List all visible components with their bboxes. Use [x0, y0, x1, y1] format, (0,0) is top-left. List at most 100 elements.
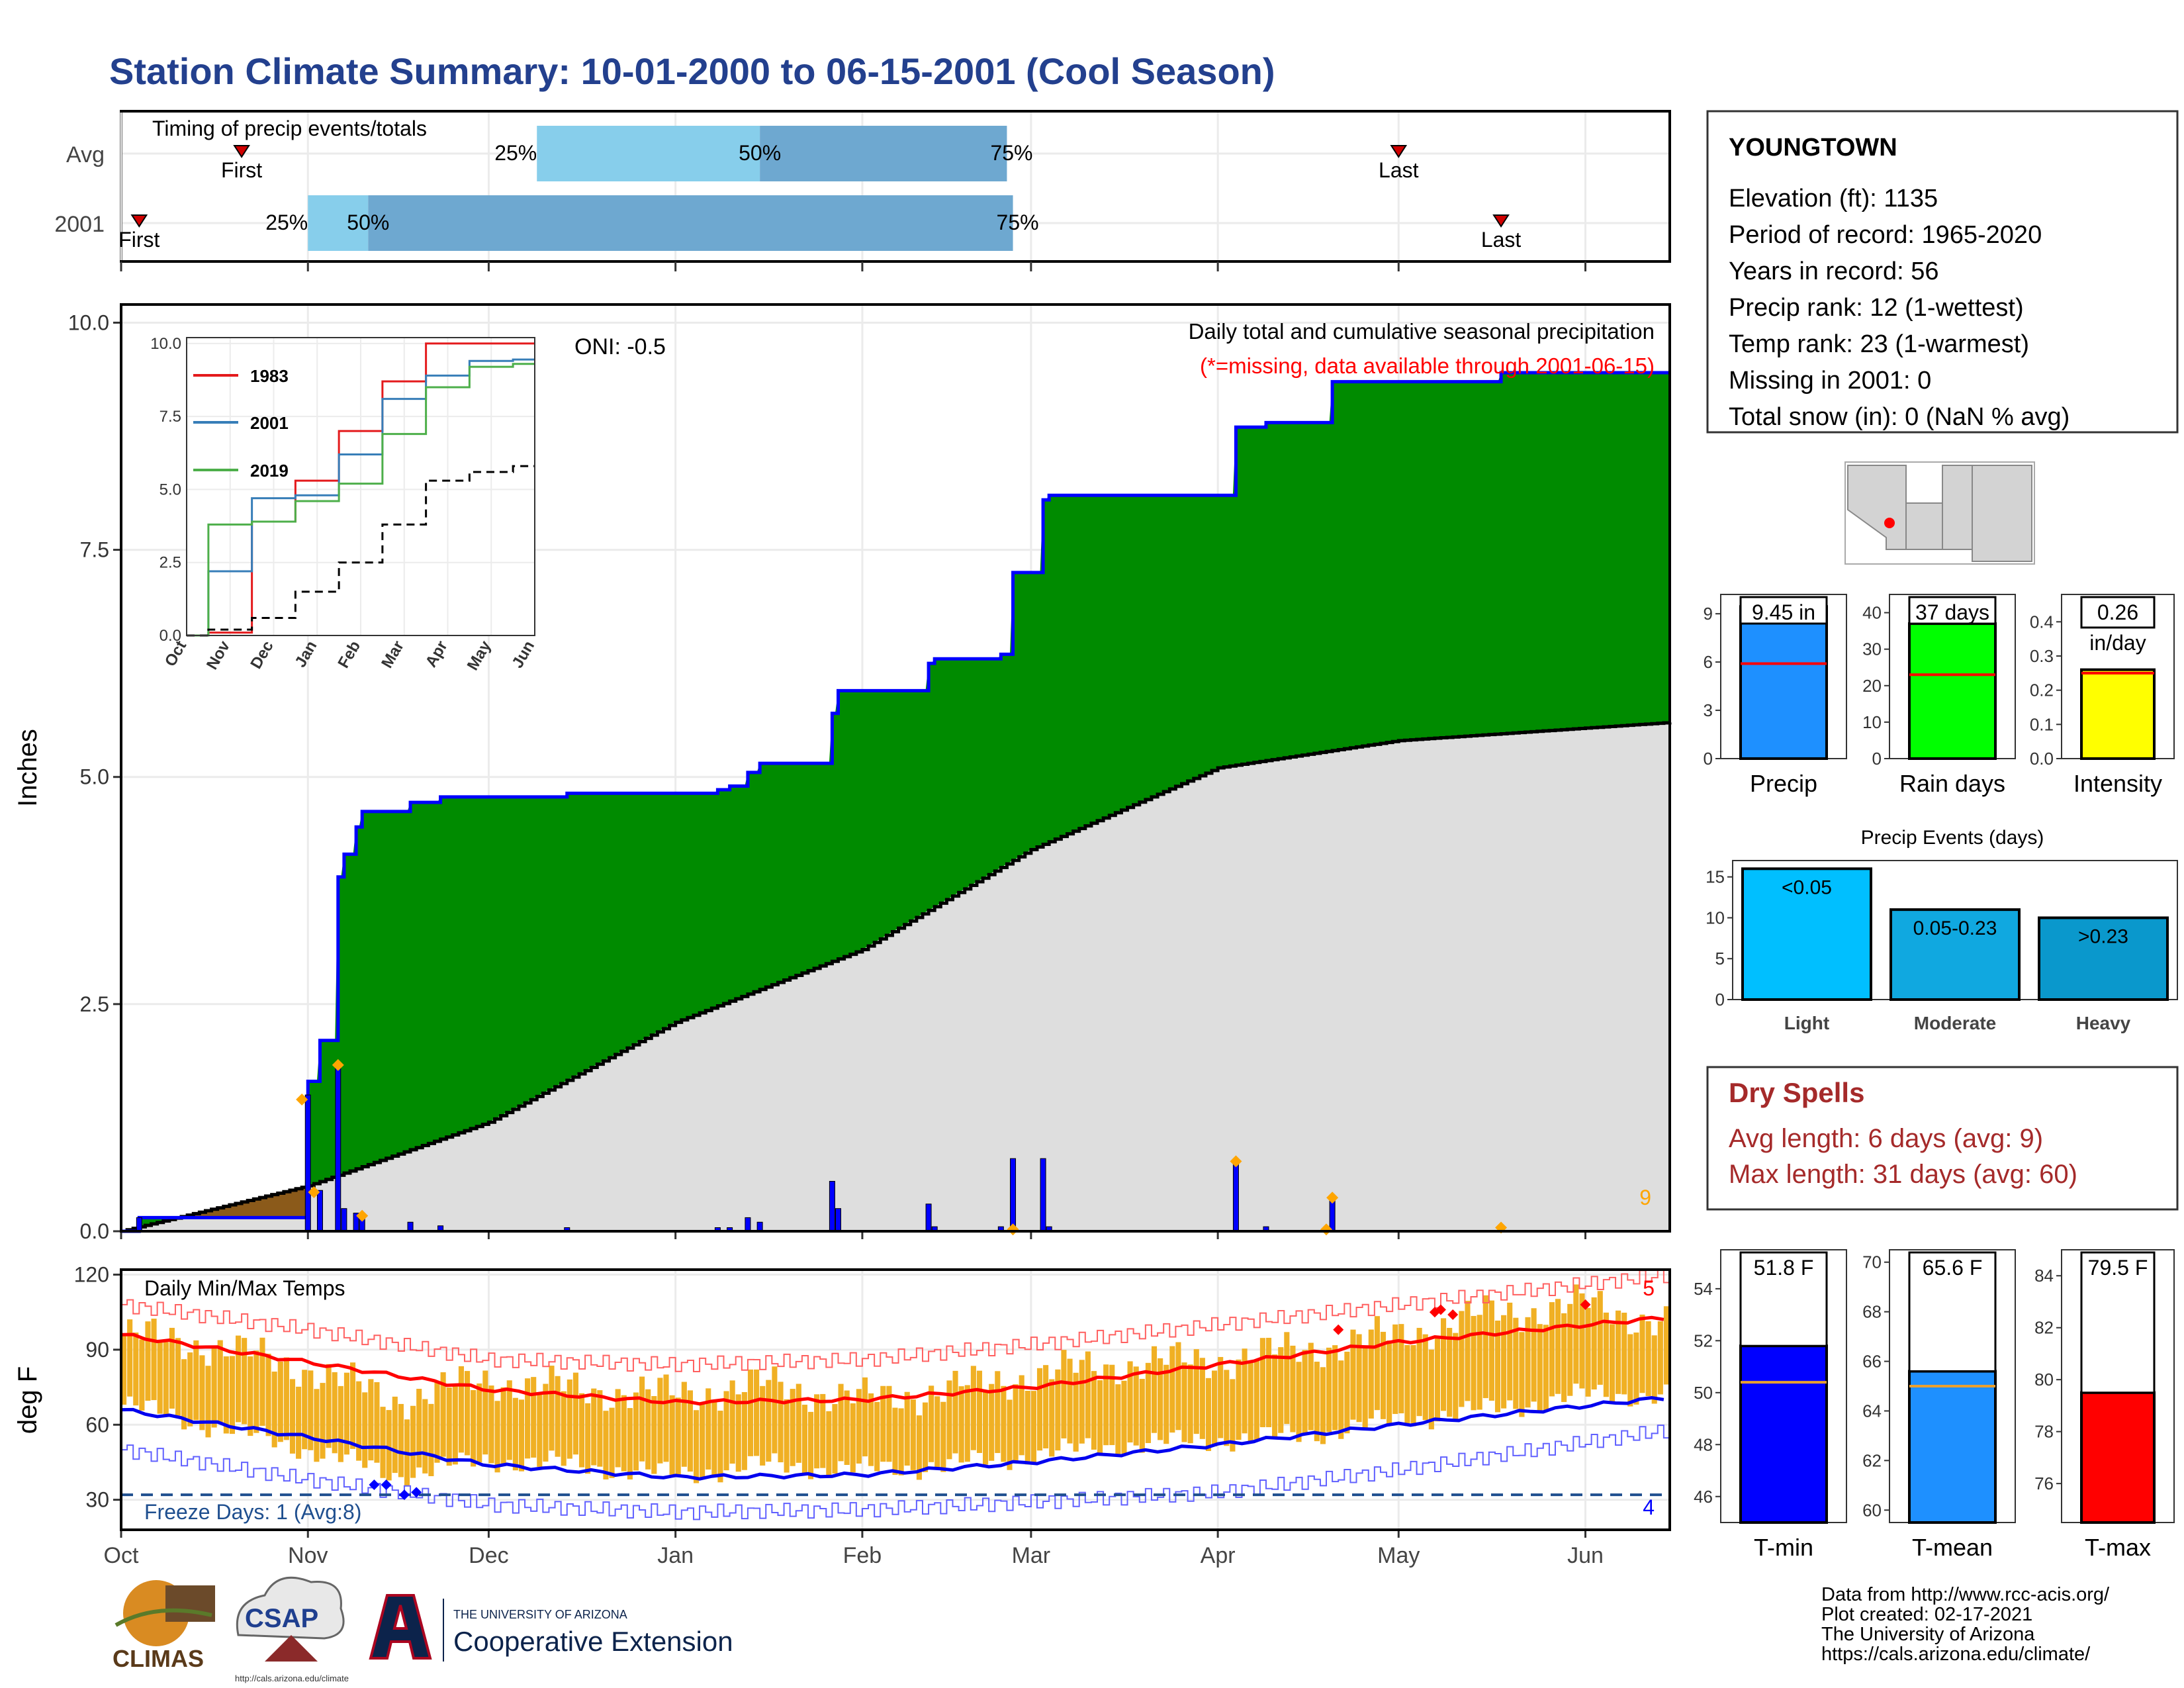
daily-temp-bar [814, 1394, 819, 1468]
daily-temp-bar [796, 1384, 801, 1463]
daily-temp-bar [525, 1378, 530, 1458]
daily-temp-bar [1604, 1313, 1609, 1397]
legend-2019-label: 2019 [250, 461, 289, 481]
daily-temp-bar [555, 1376, 561, 1457]
daily-temp-bar [1007, 1399, 1012, 1470]
daily-temp-bar [145, 1321, 150, 1401]
summary-y-tick-label: 84 [2034, 1266, 2054, 1286]
events-category-label: Heavy [2076, 1013, 2131, 1033]
daily-temp-bar [175, 1338, 181, 1415]
daily-temp-bar [1200, 1358, 1205, 1439]
daily-temp-bar [1079, 1360, 1085, 1443]
daily-temp-bar [362, 1392, 367, 1468]
summary-value-label: 65.6 F [1923, 1256, 1983, 1280]
summary-y-tick-label: 6 [1704, 652, 1713, 672]
daily-temp-bar [820, 1394, 825, 1468]
daily-temp-bar [284, 1358, 289, 1440]
daily-temp-bar [296, 1387, 301, 1459]
daily-temp-bar [1188, 1364, 1193, 1443]
daily-temp-bar [193, 1340, 199, 1420]
daily-temp-bar [591, 1389, 596, 1466]
daily-temp-bar [639, 1377, 645, 1462]
footer-line-4: https://cals.arizona.edu/climate/ [1821, 1644, 2091, 1665]
daily-temp-bar [621, 1395, 627, 1472]
climas-mesa-icon [165, 1585, 215, 1622]
daily-temp-bar [585, 1403, 590, 1474]
daily-temp-bar [519, 1399, 524, 1471]
summary-bars: 9.45 in0369Precip37 days010203040Rain da… [1704, 594, 2174, 797]
daily-temp-bar [597, 1390, 602, 1467]
daily-temp-bar [995, 1371, 1000, 1453]
station-info-line: Precip rank: 12 (1-wettest) [1729, 294, 2024, 322]
daily-temp-bar [1501, 1315, 1506, 1409]
daily-temp-bar [573, 1373, 578, 1455]
precip-events-chart: Precip Events (days) 0 5 10 15 <0.05 Light 0.0… [1706, 827, 2177, 1033]
summary-y-tick-label: 0.1 [2030, 714, 2054, 734]
summary-y-tick-label: 68 [1862, 1302, 1882, 1322]
daily-temp-bar [1158, 1358, 1163, 1440]
daily-temp-bar [537, 1393, 542, 1467]
daily-temp-bar [1627, 1335, 1633, 1407]
daily-temp-bar [248, 1356, 253, 1436]
daily-temp-bar [1278, 1347, 1283, 1433]
daily-temp-bar [850, 1403, 856, 1472]
daily-temp-bar [1375, 1316, 1380, 1410]
month-tick-label: Jun [1567, 1543, 1604, 1568]
csap-mountain-icon [265, 1635, 318, 1662]
daily-precip-bar [757, 1222, 762, 1231]
daily-temp-bar [730, 1380, 735, 1464]
events-y-tick-label: 5 [1715, 949, 1725, 968]
station-info-line: Elevation (ft): 1135 [1729, 185, 1938, 212]
daily-temp-bar [1224, 1370, 1229, 1446]
summary-y-tick-label: 10 [1862, 712, 1882, 732]
station-info-line: Years in record: 56 [1729, 258, 1939, 285]
daily-temp-bar [1302, 1350, 1308, 1434]
daily-temp-bar [1236, 1360, 1241, 1440]
footer-line-2: Plot created: 02-17-2021 [1821, 1604, 2032, 1625]
timing-bar-50-75 [760, 126, 1007, 181]
daily-temp-bar [627, 1408, 633, 1479]
temp-y-tick-label: 30 [85, 1488, 109, 1512]
daily-temp-bar [977, 1371, 982, 1453]
daily-temp-bar [501, 1387, 506, 1464]
summary-value-bar [2081, 670, 2154, 759]
daily-temp-bar [1477, 1315, 1482, 1409]
summary-y-tick-label: 48 [1694, 1434, 1713, 1454]
daily-temp-bar [326, 1364, 332, 1448]
temp-panel-title: Daily Min/Max Temps [144, 1276, 345, 1300]
inset-y-tick-label: 10.0 [150, 335, 181, 353]
daily-temp-bar [1567, 1304, 1572, 1396]
temp-ylabel: deg F [13, 1366, 42, 1434]
daily-temp-bar [1146, 1363, 1151, 1443]
daily-temp-bar [1350, 1330, 1355, 1420]
daily-temp-bar [1646, 1321, 1651, 1396]
events-bars: 0 5 10 15 <0.05 Light 0.05-0.23 Moderate >0.23 He… [1706, 861, 2177, 1033]
daily-temp-bar [610, 1408, 615, 1478]
daily-temp-bar [561, 1391, 567, 1466]
daily-temp-bar [1664, 1306, 1669, 1384]
daily-temp-bar [736, 1394, 741, 1472]
legend-2001-label: 2001 [250, 413, 289, 433]
month-tick-label: Nov [288, 1543, 328, 1568]
daily-temp-bar [694, 1410, 699, 1483]
daily-temp-bar [1586, 1308, 1591, 1397]
summary-y-tick-label: 0.4 [2030, 612, 2054, 632]
summary-category-label: Rain days [1899, 770, 2005, 797]
page-title: Station Climate Summary: 10-01-2000 to 0… [109, 50, 1275, 92]
daily-temp-bar [1429, 1350, 1434, 1430]
daily-temp-bar [1447, 1328, 1452, 1417]
daily-temp-bar [965, 1385, 970, 1462]
daily-temp-bar [218, 1340, 223, 1423]
daily-temp-bar [717, 1411, 723, 1482]
missing-note: (*=missing, data available through 2001-… [1200, 353, 1655, 378]
precip-y-tick-label: 5.0 [80, 765, 109, 789]
summary-y-tick-label: 52 [1694, 1331, 1713, 1350]
daily-temp-bar [543, 1384, 548, 1462]
daily-temp-bar [488, 1385, 494, 1463]
daily-precip-bar [305, 1095, 310, 1231]
summary-y-tick-label: 62 [1862, 1450, 1882, 1470]
summary-y-tick-label: 66 [1862, 1352, 1882, 1372]
timing-p75-label: 75% [990, 141, 1032, 165]
summary-y-tick-label: 0.3 [2030, 646, 2054, 666]
daily-temp-bar [839, 1384, 844, 1462]
